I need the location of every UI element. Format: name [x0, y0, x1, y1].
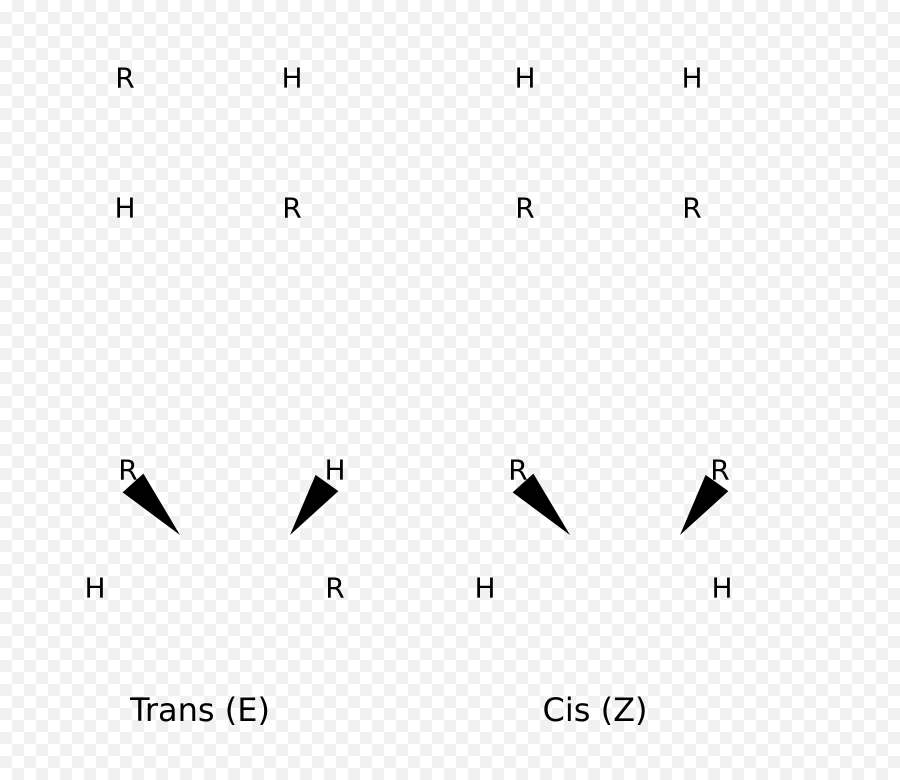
wedge-bond-icon — [290, 475, 338, 535]
wedge-bond-icon — [680, 475, 728, 535]
diagram-stage: R H H R H H R R R H H R R R H H Trans (E… — [0, 0, 900, 780]
wedge-bond-icon — [123, 474, 180, 535]
wedge-bond-icon — [513, 474, 570, 535]
wedge-bonds — [0, 0, 900, 780]
